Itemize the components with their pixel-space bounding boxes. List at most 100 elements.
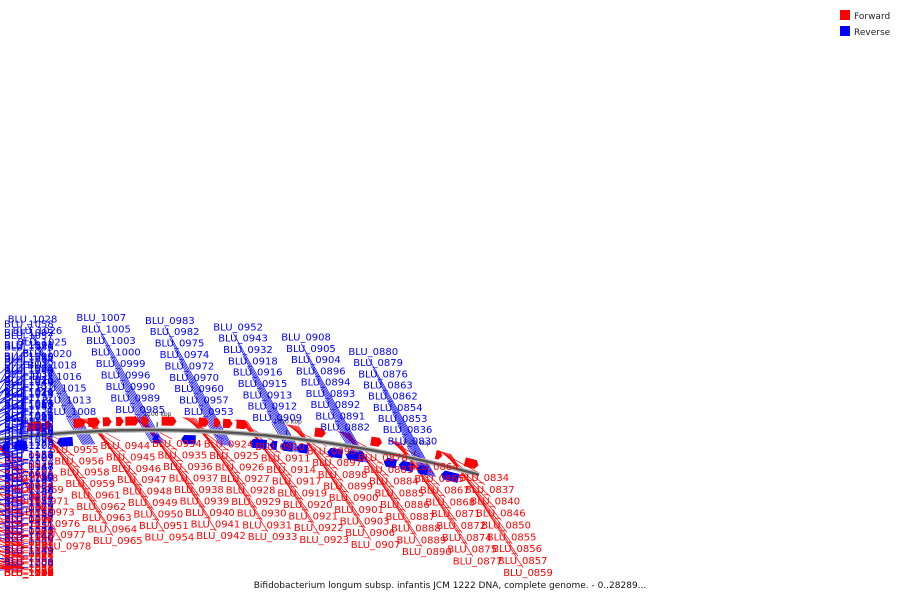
forward-gene-label[interactable]: BLU_0865 [414, 474, 464, 485]
forward-gene-label[interactable]: BLU_0987 [4, 516, 54, 527]
forward-gene-label[interactable]: BLU_1122 [4, 568, 54, 579]
reverse-gene-label[interactable]: BLU_1118 [4, 400, 54, 411]
forward-gene-arrow[interactable] [73, 418, 86, 428]
reverse-gene-label[interactable]: BLU_0896 [296, 367, 346, 378]
reverse-gene-label[interactable]: BLU_1098 [4, 424, 54, 435]
forward-gene-label[interactable]: BLU_0875 [447, 545, 497, 556]
forward-gene-label[interactable]: BLU_0884 [369, 477, 419, 488]
reverse-gene-label[interactable]: BLU_1179 [4, 502, 54, 513]
forward-gene-label[interactable]: BLU_0988 [4, 527, 54, 538]
reverse-gene-label[interactable]: BLU_0952 [213, 322, 263, 333]
forward-gene-label[interactable]: BLU_1047 [4, 524, 54, 535]
reverse-gene-label[interactable]: BLU_0953 [184, 407, 234, 418]
forward-gene-arrow[interactable] [44, 420, 53, 430]
forward-gene-label[interactable]: BLU_0997 [4, 503, 54, 514]
reverse-gene-arrow[interactable] [181, 434, 196, 445]
forward-gene-label[interactable]: BLU_1107 [4, 568, 54, 579]
reverse-gene-label[interactable]: BLU_0876 [358, 369, 408, 380]
forward-gene-label[interactable]: BLU_1078 [4, 568, 54, 579]
reverse-gene-label[interactable]: BLU_1064 [4, 399, 54, 410]
reverse-gene-label[interactable]: BLU_0974 [160, 350, 210, 361]
forward-gene-label[interactable]: BLU_0872 [436, 521, 486, 532]
reverse-gene-label[interactable]: BLU_1137 [4, 462, 54, 473]
reverse-gene-label[interactable]: BLU_1020 [22, 349, 72, 360]
forward-gene-arrow[interactable] [213, 418, 221, 428]
forward-gene-label[interactable]: BLU_1081 [4, 568, 54, 579]
forward-gene-label[interactable]: BLU_0977 [36, 530, 86, 541]
reverse-gene-label[interactable]: BLU_1148 [4, 462, 54, 473]
reverse-gene-label[interactable]: BLU_0996 [101, 371, 151, 382]
forward-gene-label[interactable]: BLU_0931 [242, 520, 292, 531]
forward-gene-label[interactable]: BLU_0924 [204, 439, 254, 450]
forward-gene-label[interactable]: BLU_0956 [54, 456, 104, 467]
reverse-gene-label[interactable]: BLU_1143 [4, 390, 54, 401]
forward-gene-label[interactable]: BLU_0946 [111, 464, 161, 475]
forward-gene-label[interactable]: BLU_0921 [288, 512, 338, 523]
reverse-gene-label[interactable]: BLU_1130 [4, 417, 54, 428]
forward-gene-label[interactable]: BLU_0937 [169, 474, 219, 485]
forward-gene-arrow[interactable] [236, 419, 248, 430]
forward-gene-label[interactable]: BLU_1039 [4, 568, 54, 579]
forward-gene-label[interactable]: BLU_0934 [152, 439, 202, 450]
forward-gene-label[interactable]: BLU_0868 [425, 498, 475, 509]
reverse-gene-label[interactable]: BLU_1045 [4, 378, 54, 389]
reverse-gene-label[interactable]: BLU_1129 [4, 429, 54, 440]
reverse-gene-label[interactable]: BLU_1207 [4, 429, 54, 440]
forward-gene-label[interactable]: BLU_1199 [4, 568, 54, 579]
reverse-gene-label[interactable]: BLU_0904 [291, 355, 341, 366]
reverse-gene-label[interactable]: BLU_1008 [47, 407, 97, 418]
reverse-gene-label[interactable]: BLU_1152 [4, 450, 54, 461]
reverse-gene-label[interactable]: BLU_1154 [4, 426, 54, 437]
forward-gene-label[interactable]: BLU_0914 [266, 465, 316, 476]
forward-gene-arrow[interactable] [314, 427, 326, 438]
forward-gene-label[interactable]: BLU_1083 [4, 563, 54, 574]
forward-gene-label[interactable]: BLU_0922 [294, 523, 344, 534]
reverse-gene-label[interactable]: BLU_1132 [4, 393, 54, 404]
forward-gene-label[interactable]: BLU_1121 [4, 568, 54, 579]
reverse-gene-label[interactable]: BLU_0972 [165, 361, 215, 372]
reverse-gene-label[interactable]: BLU_0975 [155, 339, 205, 350]
reverse-gene-label[interactable]: BLU_1135 [4, 357, 54, 368]
reverse-gene-label[interactable]: BLU_0960 [174, 384, 224, 395]
forward-gene-arrow[interactable] [161, 416, 177, 426]
reverse-gene-label[interactable]: BLU_1133 [4, 381, 54, 392]
reverse-gene-label[interactable]: BLU_1141 [4, 414, 54, 425]
forward-gene-label[interactable]: BLU_0888 [391, 524, 441, 535]
forward-gene-label[interactable]: BLU_0959 [65, 479, 115, 490]
forward-gene-label[interactable]: BLU_0986 [4, 504, 54, 515]
reverse-gene-label[interactable]: BLU_1159 [4, 472, 54, 483]
forward-gene-label[interactable]: BLU_0911 [261, 454, 311, 465]
forward-gene-label[interactable]: BLU_1077 [4, 568, 54, 579]
forward-gene-label[interactable]: BLU_0933 [248, 532, 298, 543]
forward-gene-label[interactable]: BLU_1053 [4, 568, 54, 579]
forward-gene-arrow[interactable] [222, 418, 233, 429]
reverse-gene-label[interactable]: BLU_1147 [4, 474, 54, 485]
forward-gene-label[interactable]: BLU_1106 [4, 568, 54, 579]
forward-gene-label[interactable]: BLU_0856 [492, 544, 542, 555]
reverse-gene-label[interactable]: BLU_1075 [4, 375, 54, 386]
forward-gene-label[interactable]: BLU_0871 [431, 509, 481, 520]
reverse-gene-label[interactable]: BLU_1028 [8, 314, 58, 325]
reverse-gene-label[interactable]: BLU_1202 [4, 466, 54, 477]
reverse-gene-label[interactable]: BLU_0918 [228, 356, 278, 367]
forward-gene-label[interactable]: BLU_1206 [4, 568, 54, 579]
forward-gene-label[interactable]: BLU_0910 [255, 442, 305, 453]
forward-gene-label[interactable]: BLU_1204 [4, 568, 54, 579]
forward-gene-label[interactable]: BLU_0929 [231, 497, 281, 508]
forward-gene-label[interactable]: BLU_0945 [106, 452, 156, 463]
forward-gene-arrow[interactable] [102, 417, 112, 427]
forward-gene-label[interactable]: BLU_1079 [4, 568, 54, 579]
reverse-gene-label[interactable]: BLU_1205 [4, 441, 54, 452]
forward-gene-label[interactable]: BLU_1022 [4, 549, 54, 560]
reverse-gene-arrow[interactable] [152, 434, 159, 444]
reverse-gene-label[interactable]: BLU_1127 [4, 453, 54, 464]
reverse-gene-label[interactable]: BLU_0909 [252, 413, 302, 424]
reverse-gene-label[interactable]: BLU_0882 [320, 423, 370, 434]
forward-gene-label[interactable]: BLU_0850 [481, 521, 531, 532]
forward-gene-arrow[interactable] [27, 421, 44, 432]
forward-gene-label[interactable]: BLU_0887 [386, 512, 436, 523]
forward-gene-arrow[interactable] [125, 416, 139, 426]
forward-gene-label[interactable]: BLU_1024 [4, 568, 54, 579]
forward-gene-label[interactable]: BLU_1103 [4, 568, 54, 579]
forward-gene-label[interactable]: BLU_1042 [4, 513, 54, 524]
